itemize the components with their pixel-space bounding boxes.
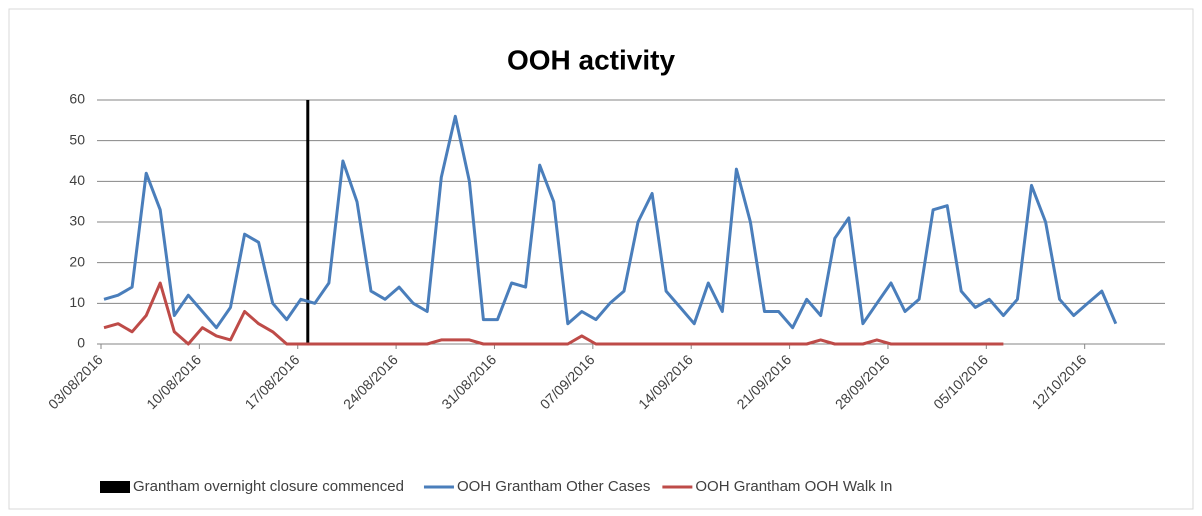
series-line [103,281,1004,346]
series-line [103,114,1118,330]
legend-swatch [100,481,130,493]
y-tick-label: 40 [69,172,85,188]
y-tick-label: 10 [69,294,85,310]
legend-label: OOH Grantham Other Cases [457,478,650,495]
y-tick-label: 50 [69,131,85,147]
chart-title: OOH activity [507,44,675,75]
legend-label: OOH Grantham OOH Walk In [695,478,892,495]
chart-frame [8,8,1194,510]
legend-label: Grantham overnight closure commenced [133,478,404,495]
y-tick-label: 60 [69,91,85,107]
y-tick-label: 30 [69,213,85,229]
y-tick-label: 0 [77,335,85,351]
y-tick-label: 20 [69,253,85,269]
